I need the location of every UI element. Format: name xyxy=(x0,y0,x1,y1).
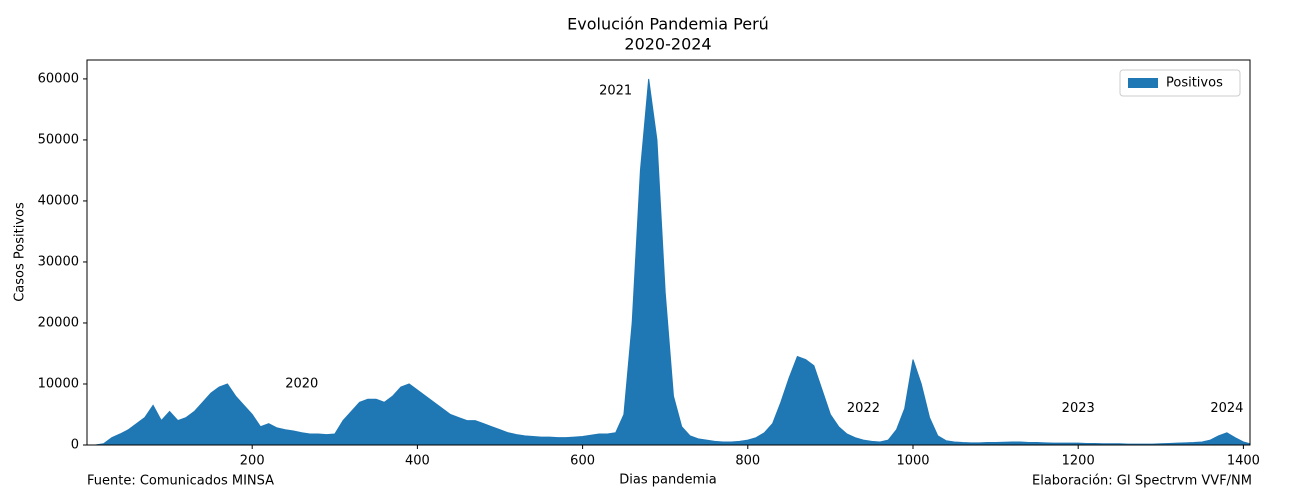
annotation: 2021 xyxy=(599,84,632,99)
y-tick-label: 20000 xyxy=(38,315,79,330)
x-tick-label: 1400 xyxy=(1227,454,1260,469)
source-note: Fuente: Comunicados MINSA xyxy=(87,474,274,489)
y-tick-label: 50000 xyxy=(38,132,79,147)
annotation: 2022 xyxy=(847,401,880,416)
x-tick-label: 400 xyxy=(405,454,430,469)
x-tick-label: 1200 xyxy=(1062,454,1095,469)
area xyxy=(87,78,1251,446)
annotation: 2020 xyxy=(285,376,318,391)
y-tick-label: 40000 xyxy=(38,193,79,208)
chart-subtitle: 2020-2024 xyxy=(624,35,711,54)
annotation: 2024 xyxy=(1210,401,1243,416)
x-axis-label: Dias pandemia xyxy=(619,473,716,488)
x-tick-label: 600 xyxy=(570,454,595,469)
y-axis-label: Casos Positivos xyxy=(13,202,28,302)
legend-label: Positivos xyxy=(1166,76,1223,91)
x-tick-label: 1000 xyxy=(896,454,929,469)
credit-note: Elaboración: GI Spectrvm VVF/NM xyxy=(1032,474,1252,489)
legend-box xyxy=(1119,69,1241,97)
y-tick-label: 60000 xyxy=(38,71,79,86)
chart-title: Evolución Pandemia Perú xyxy=(567,15,769,34)
plot-frame xyxy=(86,59,1251,446)
legend-swatch xyxy=(1128,78,1158,88)
y-tick-label: 30000 xyxy=(38,254,79,269)
y-tick-label: 10000 xyxy=(38,376,79,391)
x-tick-label: 200 xyxy=(240,454,265,469)
x-tick-label: 800 xyxy=(735,454,760,469)
annotation: 2023 xyxy=(1062,401,1095,416)
y-tick-label: 0 xyxy=(71,438,79,453)
